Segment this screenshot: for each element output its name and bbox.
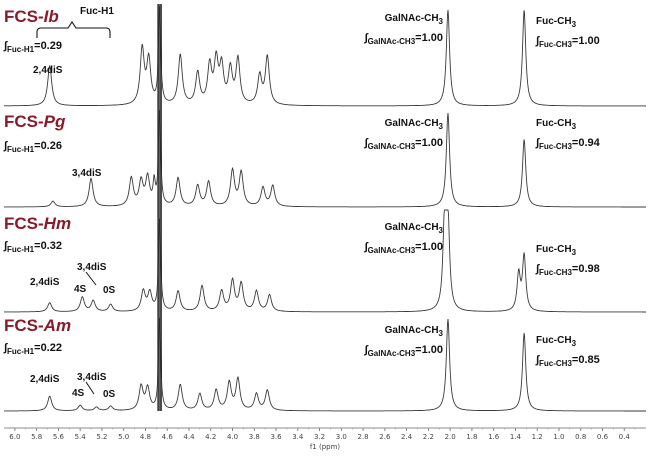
- x-tick-label: 2.6: [379, 433, 391, 441]
- annotation-layer: FCS-Ib ∫Fuc-H1=0.29 GalNAc-CH3 ∫GalNAc-CH3=…: [3, 6, 601, 400]
- x-tick-label: 4.6: [162, 433, 174, 441]
- x-tick-label: 5.4: [75, 433, 87, 441]
- x-tick-label: 3.6: [270, 433, 282, 441]
- x-tick-label: 2.8: [358, 433, 369, 441]
- fuc-ch3-integral: ∫Fuc-CH3=1.00: [535, 35, 600, 49]
- x-axis-label: f1 (ppm): [310, 443, 341, 451]
- x-tick-label: 3.4: [292, 433, 304, 441]
- x-tick-label: 5.2: [96, 433, 107, 441]
- peak-label-0s: 0S: [103, 285, 116, 296]
- fuc-h1-integral: ∫Fuc-H1=0.22: [3, 342, 62, 356]
- spectrum-line-am: [4, 317, 646, 412]
- spectrum-line-hm: [4, 209, 646, 313]
- fuc-ch3-integral: ∫Fuc-CH3=0.85: [535, 354, 600, 368]
- peak-label-2-4dis: 2,4diS: [33, 65, 63, 76]
- spectrum-line-ib: [4, 6, 646, 107]
- peak-label-4s: 4S: [74, 284, 87, 295]
- x-tick-label: 4.4: [183, 433, 195, 441]
- x-tick-label: 1.6: [488, 433, 500, 441]
- fuc-h1-integral: ∫Fuc-H1=0.26: [3, 140, 62, 154]
- fuc-ch3-integral: ∫Fuc-CH3=0.98: [535, 263, 600, 277]
- x-tick-label: 2.2: [423, 433, 434, 441]
- panel-title-pg: FCS-Pg: [4, 112, 66, 131]
- fuc-h1-bracket-label: Fuc-H1: [80, 6, 114, 17]
- peak-label-2-4dis: 2,4diS: [30, 374, 60, 385]
- peak-label-3-4dis: 3,4diS: [77, 262, 107, 273]
- x-tick-label: 6.0: [9, 433, 20, 441]
- x-tick-label: 4.2: [205, 433, 216, 441]
- panel-title-am: FCS-Am: [4, 316, 71, 335]
- x-tick-label: 3.2: [314, 433, 325, 441]
- x-tick-label: 0.8: [575, 433, 586, 441]
- spectrum-line-pg: [4, 109, 646, 208]
- fuc-ch3-label: Fuc-CH3: [536, 16, 577, 29]
- x-tick-label: 5.0: [118, 433, 129, 441]
- galnac-ch3-integral: ∫GalNAc-CH3=1.00: [364, 32, 443, 46]
- fuc-h1-integral: ∫Fuc-H1=0.32: [3, 240, 62, 254]
- fuc-ch3-label: Fuc-CH3: [536, 335, 577, 348]
- galnac-ch3-integral: ∫GalNAc-CH3=1.00: [364, 241, 443, 255]
- peak-label-3-4dis: 3,4diS: [77, 372, 107, 383]
- x-tick-label: 5.6: [53, 433, 65, 441]
- peak-label-4s: 4S: [72, 388, 85, 399]
- spectra-layer: [4, 4, 646, 412]
- x-tick-label: 3.8: [249, 433, 260, 441]
- x-tick-label: 5.8: [31, 433, 42, 441]
- x-tick-label: 2.0: [445, 433, 456, 441]
- x-tick-label: 1.2: [532, 433, 543, 441]
- galnac-ch3-label: GalNAc-CH3: [385, 118, 444, 131]
- galnac-ch3-integral: ∫GalNAc-CH3=1.00: [364, 137, 443, 151]
- x-axis: 6.0 5.8 5.6 5.4 5.2 5.0 4.8 4.6 4.4 4.2 4.0 3.8 3.6 3…: [4, 427, 646, 451]
- peak-label-0s: 0S: [103, 389, 116, 400]
- fuc-ch3-label: Fuc-CH3: [536, 118, 577, 131]
- fuc-ch3-integral: ∫Fuc-CH3=0.94: [535, 137, 601, 151]
- x-tick-label: 1.8: [466, 433, 477, 441]
- galnac-ch3-label: GalNAc-CH3: [385, 13, 444, 26]
- x-tick-label: 1.4: [510, 433, 522, 441]
- peak-label-3-4dis: 3,4diS: [72, 168, 102, 179]
- galnac-ch3-label: GalNAc-CH3: [385, 325, 444, 338]
- fuc-ch3-label: Fuc-CH3: [536, 244, 577, 257]
- peak-pointer-3-4dis: [85, 271, 97, 286]
- fuc-h1-integral: ∫Fuc-H1=0.29: [3, 40, 62, 54]
- x-tick-label: 0.4: [619, 433, 631, 441]
- x-tick-label: 2.4: [401, 433, 413, 441]
- x-tick-label: 0.6: [597, 433, 609, 441]
- fuc-h1-bracket: [36, 21, 111, 38]
- x-tick-label: 4.0: [227, 433, 238, 441]
- panel-title-ib: FCS-Ib: [4, 7, 59, 26]
- x-tick-label: 1.0: [553, 433, 564, 441]
- peak-pointer-3-4dis: [85, 381, 95, 395]
- galnac-ch3-integral: ∫GalNAc-CH3=1.00: [364, 344, 443, 358]
- peak-label-2-4dis: 2,4diS: [30, 277, 60, 288]
- panel-title-hm: FCS-Hm: [4, 214, 71, 233]
- galnac-ch3-label: GalNAc-CH3: [385, 222, 444, 235]
- x-tick-label: 3.0: [336, 433, 347, 441]
- x-tick-label: 4.8: [140, 433, 151, 441]
